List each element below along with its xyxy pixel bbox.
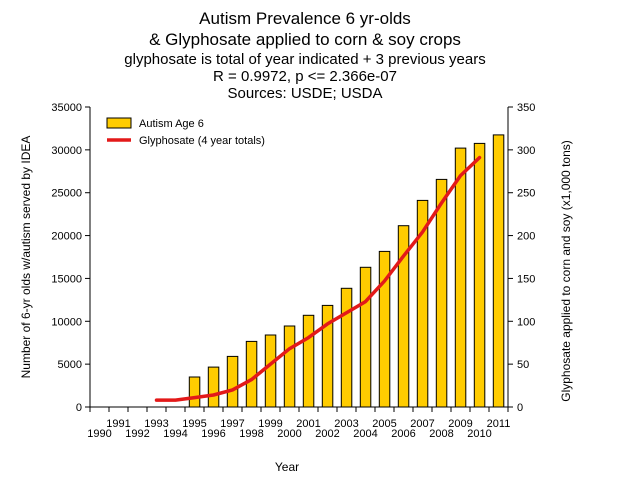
x-tick-label: 1998 [239,428,263,440]
x-tick-label: 2002 [315,428,339,440]
bar-autism [188,376,201,408]
x-tick-label: 2011 [487,418,511,430]
bar-autism [492,134,505,408]
x-tick-label: 1997 [220,418,244,430]
y-tick-label-left: 0 [76,402,82,414]
legend-swatch-autism [106,117,132,129]
x-tick-label: 2010 [467,428,491,440]
chart-title-line: Sources: USDE; USDA [227,85,382,102]
bar-autism [473,142,486,408]
y-tick-label-left: 10000 [51,316,82,328]
bar-autism [340,287,353,408]
y-tick-label-right: 300 [517,145,535,157]
y-axis-title-right: Glyphosate applied to corn and soy (x1,0… [559,140,573,402]
x-tick-label: 2007 [410,418,434,430]
x-axis-title: Year [275,460,299,474]
x-tick-label: 1999 [258,418,282,430]
y-tick-label-right: 50 [517,359,529,371]
x-tick-label: 1996 [201,428,225,440]
x-tick-label: 2000 [277,428,301,440]
chart-title-line: R = 0.9972, p <= 2.366e-07 [213,68,397,85]
chart-title-line: Autism Prevalence 6 yr-olds [199,9,411,28]
y-tick-label-left: 5000 [58,359,82,371]
bar-autism [226,355,239,408]
bar-autism [264,334,277,408]
legend-label-autism: Autism Age 6 [139,118,204,130]
y-tick-label-left: 25000 [51,188,82,200]
legend-label-glyphosate: Glyphosate (4 year totals) [139,135,265,147]
y-tick-label-right: 150 [517,273,535,285]
bar-autism [283,325,296,408]
bar-autism [454,147,467,408]
y-tick-label-left: 15000 [51,273,82,285]
y-tick-label-right: 0 [517,402,523,414]
x-tick-label: 2001 [296,418,320,430]
x-tick-label: 2009 [448,418,472,430]
y-tick-label-right: 350 [517,102,535,114]
x-tick-label: 1990 [87,428,111,440]
bar-autism [359,266,372,408]
y-tick-label-right: 100 [517,316,535,328]
bar-autism [207,366,220,408]
x-tick-label: 2008 [429,428,453,440]
x-tick-label: 1993 [144,418,168,430]
y-tick-label-right: 200 [517,231,535,243]
x-tick-label: 2006 [391,428,415,440]
glyphosate-line [154,155,482,402]
bar-autism [302,314,315,408]
chart-title-line: glyphosate is total of year indicated + … [124,51,485,68]
y-tick-label-left: 35000 [51,102,82,114]
y-tick-label-left: 30000 [51,145,82,157]
x-tick-label: 1994 [163,428,187,440]
y-tick-label-left: 20000 [51,231,82,243]
bar-autism [435,178,448,408]
x-tick-label: 2005 [372,418,396,430]
bar-autism [245,340,258,408]
chart-title-line: & Glyphosate applied to corn & soy crops [149,30,461,49]
x-tick-label: 1995 [182,418,206,430]
y-axis-title-left: Number of 6-yr olds w/autism served by I… [19,136,33,379]
x-tick-label: 1992 [125,428,149,440]
y-tick-label-right: 250 [517,188,535,200]
x-tick-label: 2004 [353,428,377,440]
x-tick-label: 1991 [106,418,130,430]
x-tick-label: 2003 [334,418,358,430]
